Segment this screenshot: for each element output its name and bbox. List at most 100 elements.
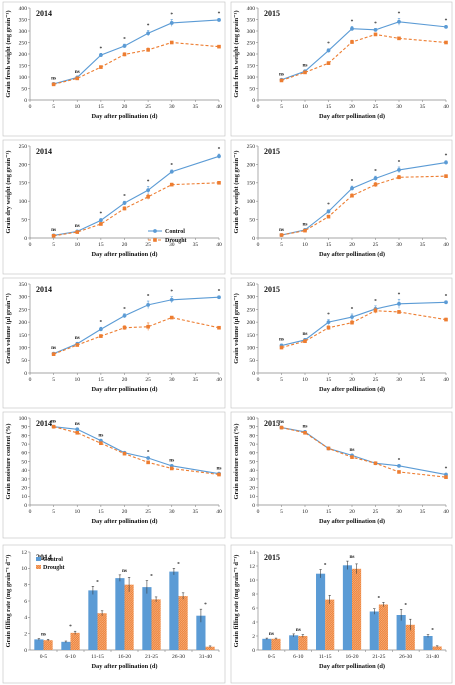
y-axis-title: Grain filling rate (mg grain⁻¹ d⁻¹) (5, 555, 12, 648)
x-tick-label: 10 (74, 509, 80, 515)
x-tick-label: 40 (443, 242, 449, 248)
panel-frame (2, 1, 226, 137)
y-tick-label: 300 (247, 295, 256, 301)
y-tick-label: 200 (19, 52, 28, 58)
bar-drought (271, 638, 281, 650)
significance-label: ns (75, 335, 80, 341)
data-point-drought (75, 430, 80, 435)
x-tick-label: 26-30 (399, 654, 412, 660)
data-point-drought (51, 424, 56, 429)
x-tick-label: 0-5 (40, 654, 48, 660)
data-point-control (397, 19, 401, 24)
y-tick-label: 300 (19, 295, 28, 301)
bar-control (369, 611, 379, 650)
data-point-drought (397, 310, 401, 314)
significance-label: * (445, 18, 448, 24)
x-tick-label: 5 (280, 242, 283, 248)
x-tick-label: 6-10 (293, 654, 303, 660)
significance-label: * (431, 628, 434, 634)
data-point-drought (99, 441, 103, 446)
significance-label: * (327, 312, 330, 318)
legend-label-control: Control (165, 229, 185, 235)
x-tick-label: 5 (52, 509, 55, 515)
significance-label: ns (75, 421, 80, 427)
significance-label: * (170, 12, 173, 18)
data-point-drought (217, 472, 221, 477)
significance-label: ns (41, 632, 46, 638)
year-label: 2014 (36, 9, 52, 18)
year-label: 2015 (264, 419, 280, 428)
x-tick-label: 35 (193, 377, 199, 383)
data-point-drought (303, 228, 307, 233)
x-tick-label: 5 (280, 377, 283, 383)
data-point-control (146, 302, 151, 307)
data-point-control (98, 327, 103, 332)
year-label: 2015 (264, 553, 280, 562)
data-point-control (98, 218, 103, 223)
significance-label: * (445, 466, 448, 472)
y-tick-label: 14 (249, 550, 255, 556)
y-tick-label: 0 (252, 371, 255, 377)
x-axis-title: Day after pollination (d) (91, 113, 157, 120)
significance-label: * (100, 211, 103, 217)
y-tick-label: 20 (21, 486, 27, 492)
y-tick-label: 200 (247, 320, 256, 326)
x-tick-label: 20 (349, 377, 355, 383)
y-axis-title: Grain volume (μl grain⁻¹) (5, 293, 12, 364)
data-point-drought (397, 470, 401, 474)
significance-label: * (147, 294, 150, 300)
y-tick-label: 2 (24, 632, 27, 638)
x-tick-label: 35 (193, 242, 199, 248)
bar-control (169, 571, 179, 650)
x-tick-label: 0 (29, 377, 32, 383)
data-point-control (217, 295, 221, 300)
legend-marker-control (153, 229, 157, 233)
x-axis-title: Day after pollination (d) (91, 386, 157, 393)
panel-frame (230, 411, 453, 539)
x-axis-title: Day after pollination (d) (91, 518, 157, 525)
y-tick-label: 50 (21, 86, 27, 92)
significance-label: * (218, 288, 221, 294)
significance-label: * (147, 450, 150, 456)
significance-label: * (374, 169, 377, 175)
data-point-control (98, 53, 103, 58)
y-tick-label: 2 (252, 634, 255, 640)
y-tick-label: 80 (21, 433, 27, 439)
x-tick-label: 0 (257, 242, 260, 248)
x-tick-label: 0 (257, 104, 260, 110)
data-point-drought (217, 44, 221, 49)
data-point-drought (350, 455, 354, 459)
significance-label: * (177, 561, 180, 567)
data-point-drought (51, 82, 56, 87)
y-tick-label: 10 (21, 494, 27, 500)
significance-label: ns (302, 221, 307, 227)
x-tick-label: 11-15 (91, 654, 104, 660)
x-tick-label: 35 (420, 377, 426, 383)
significance-label: * (100, 46, 103, 52)
y-tick-label: 250 (247, 144, 256, 150)
data-point-control (326, 320, 331, 325)
data-point-drought (169, 40, 174, 45)
x-tick-label: 35 (420, 104, 426, 110)
bar-control (423, 636, 433, 650)
y-tick-label: 300 (19, 29, 28, 35)
x-tick-label: 25 (373, 509, 379, 515)
x-tick-label: 20 (349, 104, 355, 110)
significance-label: ns (75, 223, 80, 229)
y-tick-label: 400 (19, 6, 28, 12)
y-tick-label: 0 (24, 648, 27, 654)
data-point-control (350, 186, 354, 191)
x-tick-label: 0 (29, 509, 32, 515)
panel-frame (230, 139, 453, 275)
x-tick-label: 25 (145, 242, 151, 248)
significance-label: ns (302, 331, 307, 337)
x-tick-label: 0 (29, 242, 32, 248)
y-tick-label: 90 (249, 425, 255, 431)
bar-drought (405, 624, 415, 650)
y-tick-label: 40 (21, 468, 27, 474)
x-tick-label: 15 (326, 104, 332, 110)
data-point-drought (326, 61, 331, 65)
y-tick-label: 200 (247, 162, 256, 168)
data-point-drought (122, 206, 127, 211)
year-label: 2014 (36, 419, 52, 428)
